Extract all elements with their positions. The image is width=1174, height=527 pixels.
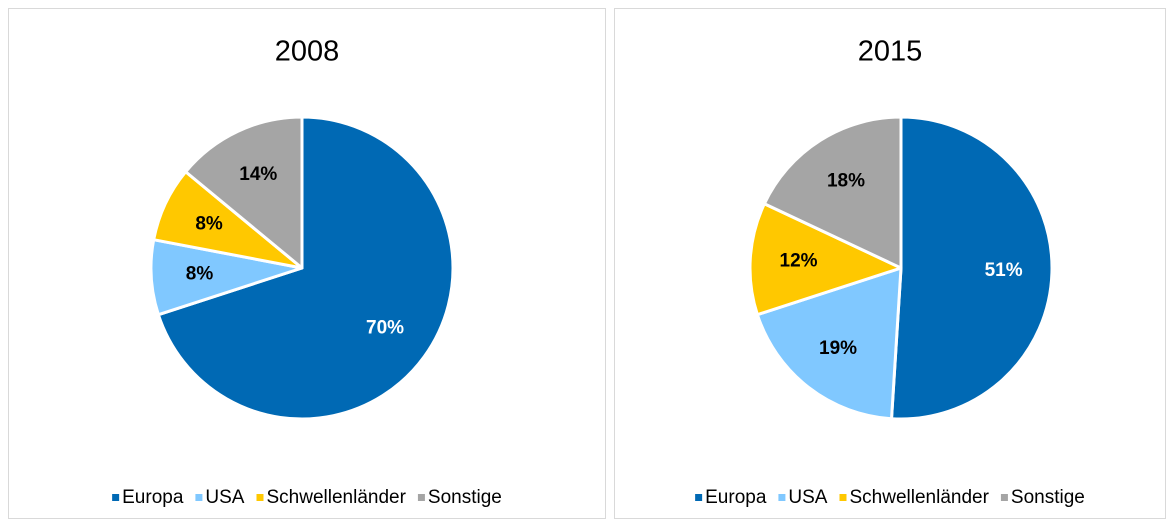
data-label: 19% xyxy=(819,338,857,359)
data-label: 8% xyxy=(195,213,223,234)
legend-label: USA xyxy=(788,487,827,508)
pie-slice xyxy=(755,266,903,421)
legend: Europa USA Schwellenländer Sonstige xyxy=(112,487,502,508)
pie-chart: 2015 51% 19% 12% 18% Europa USA Schwellenländer… xyxy=(614,8,1166,519)
legend-label: Sonstige xyxy=(428,487,502,508)
legend-label: Europa xyxy=(705,487,767,508)
pie-slice xyxy=(762,115,903,270)
legend-label: Schwellenländer xyxy=(849,487,989,508)
data-label: 70% xyxy=(366,317,404,338)
legend-label: Sonstige xyxy=(1011,487,1085,508)
data-label: 18% xyxy=(827,170,865,191)
chart-title: 2008 xyxy=(275,36,340,68)
legend-swatch xyxy=(778,494,786,501)
legend-label: Schwellenländer xyxy=(266,487,406,508)
legend-swatch xyxy=(1000,494,1008,501)
data-label: 8% xyxy=(186,263,214,284)
data-label: 51% xyxy=(985,260,1023,281)
pie-chart: 2008 70% 8% 8% 14% Europa USA Schwellenländer So… xyxy=(8,8,606,519)
pie-slice xyxy=(156,115,455,421)
legend-label: USA xyxy=(205,487,244,508)
legend-swatch xyxy=(417,494,425,501)
chart-title: 2015 xyxy=(858,36,923,68)
pie-slice xyxy=(890,115,1054,421)
legend-swatch xyxy=(695,494,703,501)
data-label: 14% xyxy=(239,164,277,185)
legend-swatch xyxy=(256,494,264,501)
pie-slice xyxy=(184,115,304,270)
legend: Europa USA Schwellenländer Sonstige xyxy=(695,487,1085,508)
legend-swatch xyxy=(112,494,120,501)
pie-slice xyxy=(748,202,903,317)
legend-swatch xyxy=(839,494,847,501)
data-label: 12% xyxy=(780,251,818,272)
legend-label: Europa xyxy=(122,487,184,508)
legend-swatch xyxy=(195,494,203,501)
